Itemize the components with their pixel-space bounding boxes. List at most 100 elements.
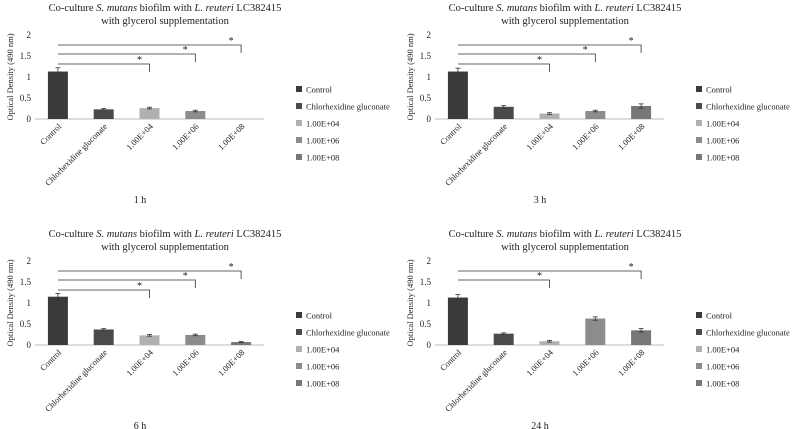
y-tick-label: 2 (27, 256, 32, 266)
bar (231, 342, 252, 345)
panel-caption: 3 h (534, 195, 547, 206)
legend-label: 1.00E+08 (706, 379, 739, 389)
x-tick-label: 1.00E+08 (216, 121, 247, 152)
chart-subtitle: with glycerol supplementation (501, 16, 629, 27)
legend-label: 1.00E+06 (706, 136, 739, 146)
x-tick-label: 1.00E+04 (124, 121, 155, 152)
legend-swatch (696, 86, 702, 92)
x-tick-label: 1.00E+06 (570, 121, 601, 152)
y-tick-label: 1 (427, 72, 432, 82)
y-tick-label: 0 (427, 340, 432, 350)
legend-label: 1.00E+04 (706, 345, 740, 355)
y-tick-label: 0.5 (20, 93, 32, 103)
y-tick-label: 1.5 (20, 51, 32, 61)
y-axis-label: Optical Density (490 nm) (405, 259, 415, 346)
y-tick-label: 0 (27, 340, 32, 350)
bar (139, 108, 160, 119)
chart-subtitle: with glycerol supplementation (101, 242, 229, 253)
x-tick-label: 1.00E+06 (170, 121, 201, 152)
legend-label: Chlorhexidine gluconate (306, 328, 390, 338)
y-tick-label: 0.5 (20, 319, 32, 329)
legend-label: Chlorhexidine gluconate (706, 102, 790, 112)
chart-title: Co-culture S. mutans biofilm with L. reu… (449, 3, 682, 14)
legend-swatch (696, 380, 702, 386)
chart-subtitle: with glycerol supplementation (501, 242, 629, 253)
significance-bracket (57, 279, 196, 288)
legend-label: Control (706, 85, 733, 95)
chart-title: Co-culture S. mutans biofilm with L. reu… (49, 3, 282, 14)
y-tick-label: 1 (27, 72, 32, 82)
legend-label: 1.00E+04 (306, 119, 340, 129)
significance-star: * (183, 45, 188, 56)
x-tick-label: 1.00E+04 (524, 121, 555, 152)
y-tick-label: 2 (427, 256, 432, 266)
chart-panel-2: Co-culture S. mutans biofilm with L. reu… (405, 3, 790, 206)
bar (93, 109, 114, 119)
significance-bracket (457, 270, 642, 279)
bar (185, 111, 206, 119)
legend-label: 1.00E+08 (706, 153, 739, 163)
legend-swatch (696, 137, 702, 143)
significance-bracket (57, 53, 196, 62)
y-tick-label: 1.5 (420, 277, 432, 287)
legend-swatch (696, 329, 702, 335)
legend-swatch (696, 103, 702, 109)
legend-swatch (296, 103, 302, 109)
bar (539, 341, 560, 345)
significance-bracket (57, 289, 150, 298)
chart-panel-1: Co-culture S. mutans biofilm with L. reu… (5, 3, 390, 206)
significance-star: * (137, 281, 142, 292)
legend-label: Control (306, 85, 333, 95)
bar (47, 71, 68, 119)
x-tick-label: 1.00E+08 (216, 347, 247, 378)
y-tick-label: 1.5 (420, 51, 432, 61)
x-tick-label: 1.00E+06 (570, 347, 601, 378)
y-tick-label: 0 (427, 114, 432, 124)
legend-swatch (696, 120, 702, 126)
legend-swatch (296, 154, 302, 160)
y-tick-label: 2 (427, 30, 432, 40)
y-axis-label: Optical Density (490 nm) (5, 33, 15, 120)
significance-star: * (583, 45, 588, 56)
significance-bracket (57, 63, 150, 72)
legend-label: 1.00E+08 (306, 379, 339, 389)
x-tick-label: 1.00E+08 (616, 121, 647, 152)
bar (631, 330, 652, 345)
legend-swatch (696, 346, 702, 352)
bar (139, 335, 160, 345)
bar (631, 105, 652, 119)
y-tick-label: 1.5 (20, 277, 32, 287)
panel-caption: 1 h (134, 195, 147, 206)
legend-swatch (296, 329, 302, 335)
x-tick-label: Control (438, 121, 464, 147)
significance-bracket (57, 44, 242, 53)
x-tick-label: Control (438, 347, 464, 373)
y-tick-label: 1 (27, 298, 32, 308)
legend-label: Chlorhexidine gluconate (706, 328, 790, 338)
significance-star: * (537, 271, 542, 282)
chart-panel-4: Co-culture S. mutans biofilm with L. reu… (405, 229, 790, 429)
y-tick-label: 2 (27, 30, 32, 40)
bar (585, 318, 606, 345)
legend-swatch (296, 137, 302, 143)
significance-bracket (457, 279, 550, 288)
significance-bracket (457, 44, 642, 53)
x-tick-label: 1.00E+04 (124, 347, 155, 378)
significance-star: * (183, 271, 188, 282)
chart-title: Co-culture S. mutans biofilm with L. reu… (49, 229, 282, 240)
y-tick-label: 0.5 (420, 93, 432, 103)
legend-label: 1.00E+06 (306, 362, 339, 372)
bar (493, 333, 514, 345)
legend-label: 1.00E+06 (306, 136, 339, 146)
bar (47, 296, 68, 345)
legend-label: 1.00E+06 (706, 362, 739, 372)
x-tick-label: 1.00E+06 (170, 347, 201, 378)
legend-swatch (696, 363, 702, 369)
chart-panel-3: Co-culture S. mutans biofilm with L. reu… (5, 229, 390, 429)
significance-star: * (629, 36, 634, 47)
panel-caption: 6 h (134, 421, 147, 429)
x-tick-label: 1.00E+04 (524, 347, 555, 378)
bar (185, 334, 206, 345)
x-tick-label: 1.00E+08 (616, 347, 647, 378)
